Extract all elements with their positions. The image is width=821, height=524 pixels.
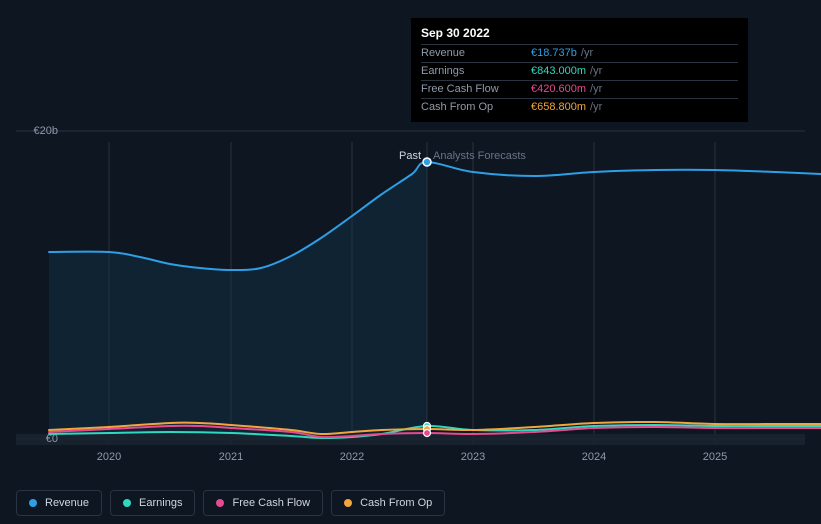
tooltip-key: Free Cash Flow <box>421 83 531 95</box>
forecast-label: Analysts Forecasts <box>433 150 526 162</box>
tooltip-key: Earnings <box>421 65 531 77</box>
tooltip-unit: /yr <box>590 101 602 113</box>
y-tick-label: €20b <box>34 125 58 137</box>
hover-tooltip: Sep 30 2022 Revenue€18.737b/yrEarnings€8… <box>411 18 748 122</box>
x-tick-label: 2021 <box>219 451 243 463</box>
legend-label: Free Cash Flow <box>232 497 310 509</box>
tooltip-row: Cash From Op€658.800m/yr <box>421 98 738 116</box>
past-label: Past <box>399 150 421 162</box>
x-tick-label: 2020 <box>97 451 121 463</box>
legend-item-cfo[interactable]: Cash From Op <box>331 490 445 516</box>
tooltip-key: Cash From Op <box>421 101 531 113</box>
tooltip-unit: /yr <box>590 65 602 77</box>
x-tick-label: 2022 <box>340 451 364 463</box>
tooltip-row: Earnings€843.000m/yr <box>421 62 738 80</box>
tooltip-row: Revenue€18.737b/yr <box>421 44 738 62</box>
legend-swatch <box>216 499 224 507</box>
legend-label: Revenue <box>45 497 89 509</box>
tooltip-value: €658.800m <box>531 101 586 113</box>
tooltip-row: Free Cash Flow€420.600m/yr <box>421 80 738 98</box>
legend-item-earnings[interactable]: Earnings <box>110 490 195 516</box>
x-tick-label: 2025 <box>703 451 727 463</box>
tooltip-key: Revenue <box>421 47 531 59</box>
tooltip-unit: /yr <box>590 83 602 95</box>
tooltip-value: €843.000m <box>531 65 586 77</box>
tooltip-date: Sep 30 2022 <box>421 26 738 40</box>
legend: Revenue Earnings Free Cash Flow Cash From O… <box>16 490 445 516</box>
x-tick-label: 2023 <box>461 451 485 463</box>
legend-item-revenue[interactable]: Revenue <box>16 490 102 516</box>
tooltip-value: €18.737b <box>531 47 577 59</box>
legend-swatch <box>123 499 131 507</box>
x-tick-label: 2024 <box>582 451 606 463</box>
legend-label: Earnings <box>139 497 182 509</box>
legend-label: Cash From Op <box>360 497 432 509</box>
legend-item-fcf[interactable]: Free Cash Flow <box>203 490 323 516</box>
legend-swatch <box>344 499 352 507</box>
tooltip-value: €420.600m <box>531 83 586 95</box>
y-tick-label: €0 <box>46 433 58 445</box>
legend-swatch <box>29 499 37 507</box>
financials-chart: Past Analysts Forecasts €20b €0 2020 2021 20… <box>0 0 821 524</box>
tooltip-unit: /yr <box>581 47 593 59</box>
